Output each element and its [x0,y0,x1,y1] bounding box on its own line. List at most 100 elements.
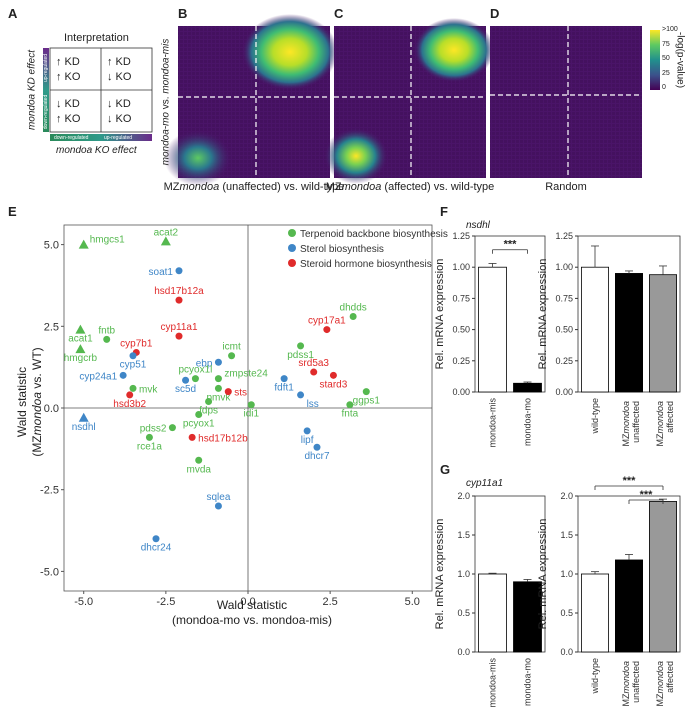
point-acat1 [75,324,86,334]
y-tick-label: -2.5 [40,485,59,497]
bar-ytick-label: 0.0 [560,647,573,657]
heatmap-c [324,18,494,184]
bar-ytick-label: 0.50 [452,325,470,335]
scatter-ylabel: Wald statistic (MZmondoa vs. WT) [15,347,44,457]
colorbar-tick: >100 [662,26,678,33]
bar-ytick-label: 0.25 [555,356,573,366]
point-acat2 [160,236,171,246]
interp-cell-3-1: ↓ KO [107,113,132,125]
legend-marker [288,229,296,237]
point-label-stard3: stard3 [320,379,348,390]
interp-cell-2-0: ↓ KD [56,98,80,110]
bar-ytick-label: 1.25 [555,231,573,241]
scatter-xlabel-2: (mondoa-mo vs. mondoa-mis) [171,613,333,627]
bar-ytick-label: 1.5 [560,530,573,540]
bar-ytick-label: 0.25 [452,356,470,366]
point-label-dhcr7: dhcr7 [304,451,329,462]
y-tick-label: 2.5 [44,321,59,333]
point-ebp [214,358,222,366]
bar-F-left-0 [478,266,507,393]
point-cyp24a1 [119,371,127,379]
bar-ytick-label: 0.00 [452,387,470,397]
point-label-hsd17b12a: hsd17b12a [154,286,204,297]
bar-ytick-label: 1.00 [452,262,470,272]
bar-G-right-2 [649,501,678,653]
bar-G-right-1 [615,559,644,653]
point-hmgcs1 [78,239,89,249]
heatmap-b [164,14,338,186]
interp-cell-0-1: ↑ KO [56,71,81,83]
point-cyp51 [129,352,137,360]
point-label-fdft1: fdft1 [274,383,294,394]
bar-category-label: MZmondoaunaffected [621,401,641,447]
point-label-pdss1: pdss1 [287,350,314,361]
x-tick-label: 2.5 [322,596,337,608]
point-dhcr24 [152,535,160,543]
bar-ylabel: Rel. mRNA expression [537,259,549,370]
interp-cell-0-0: ↑ KD [56,56,80,68]
point-label-icmt: icmt [222,342,241,353]
point-label-rce1a: rce1a [137,441,162,452]
point-label-cyp11a1: cyp11a1 [160,322,198,333]
point-label-acat1: acat1 [68,334,93,345]
bar-ytick-label: 0.5 [457,608,470,618]
bar-G-left-0 [478,573,507,653]
bar-F-right-1 [615,273,644,393]
point-mvda [195,456,203,464]
bar-F-left-1 [513,382,542,393]
caption-d: Random [545,181,587,193]
point-dhcr7 [313,443,321,451]
sig-stars: *** [640,489,654,501]
point-label-fdps: fdps [199,405,218,416]
bar-G-left-1 [513,581,542,653]
point-label-srd5a3: srd5a3 [298,358,329,369]
point-label-pdss2: pdss2 [140,424,167,435]
bar-ytick-label: 1.25 [452,231,470,241]
point-hsd17b12a [175,296,183,304]
colorbar-label: -log(p-value) [674,31,686,89]
bar-ytick-label: 1.0 [560,569,573,579]
point-label-zmpste24: zmpste24 [224,369,268,380]
point-lss [297,391,305,399]
bar-category-label: mondoa-mis [488,658,498,707]
bar-ytick-label: 0.5 [560,608,573,618]
sig-stars: *** [504,239,518,251]
point-hsd17b12b [188,433,196,441]
point-dhdds [349,313,357,320]
bar-ytick-label: 1.0 [457,569,470,579]
point-fntb [103,335,111,343]
caption-c: MZmondoa (affected) vs. wild-type [325,181,495,193]
bar-category-label: wild-type [590,658,600,695]
bar-frame-F-left [474,235,546,393]
legend-label: Sterol biosynthesis [300,244,384,255]
point-label-hsd3b2: hsd3b2 [113,399,146,410]
point-fnta [346,401,354,409]
point-idi1 [247,401,255,409]
point-label-soat1: soat1 [149,267,174,278]
point-label-sc5d: sc5d [175,384,196,395]
scatter-frame [63,224,433,592]
point-label-cyp51: cyp51 [120,360,147,371]
colorbar-tick: 50 [662,55,670,62]
point-stard3 [329,371,337,379]
point-label-fnta: fnta [342,409,359,420]
bar-frame-G-right [577,495,681,653]
point-label-dhcr24: dhcr24 [141,543,172,554]
bar-ytick-label: 0.00 [555,387,573,397]
bar-ytick-label: 1.5 [457,530,470,540]
bar-G-right-0 [581,573,610,653]
point-zmpste24 [214,375,222,383]
x-tick-label: -2.5 [156,596,175,608]
bar-ytick-label: 0.75 [555,293,573,303]
point-label-ggps1: ggps1 [353,396,381,407]
kd-effect-label: mondoa KD effect [26,49,38,131]
bar-category-label: mondoa-mis [488,398,498,448]
bar-ytick-label: 2.0 [560,491,573,501]
point-label-sts: sts [234,388,247,399]
bar-frame-G-left [474,495,546,653]
point-lipf [303,427,311,435]
point-mvk [129,384,137,392]
interp-cell-3-0: ↓ KD [107,98,131,110]
bar-category-label: mondoa-mo [523,658,533,706]
